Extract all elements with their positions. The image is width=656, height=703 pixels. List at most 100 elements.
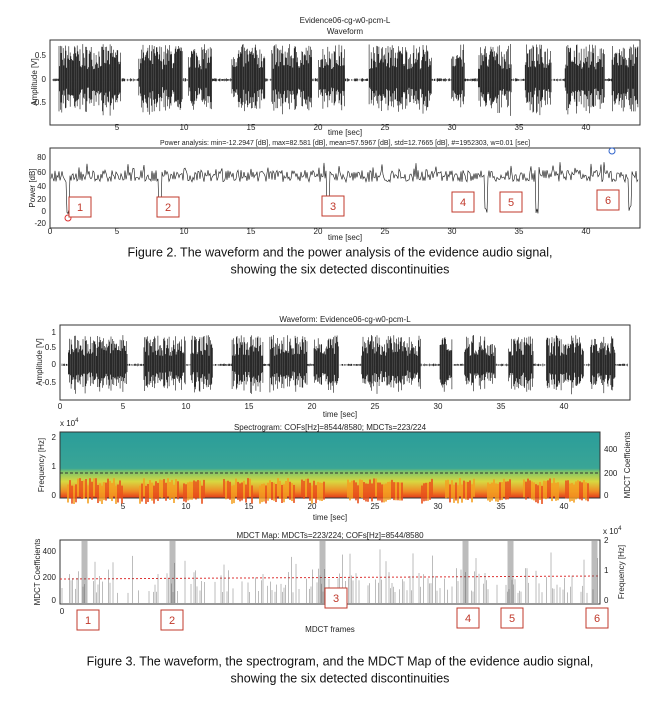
spectral-energy [117, 484, 119, 503]
spectral-energy [461, 484, 463, 503]
axes-frame [59, 324, 631, 401]
spectral-energy [455, 482, 457, 501]
spectral-energy [399, 482, 401, 501]
spectral-energy [567, 480, 569, 499]
spectral-energy [469, 480, 471, 499]
spectral-energy [323, 481, 325, 500]
spectral-energy [471, 484, 473, 503]
marker-label: 3 [330, 201, 336, 213]
spectral-energy [271, 482, 273, 501]
panel-title: Power analysis: min=-12.2947 [dB], max=8… [160, 140, 530, 147]
spectral-energy [101, 485, 103, 504]
spectral-energy [87, 485, 89, 504]
spectral-energy [371, 483, 373, 502]
y-tick-label: 0 [42, 207, 47, 216]
y-tick-label: 0.5 [45, 343, 57, 352]
marker-label: 3 [333, 593, 339, 605]
axis-exponent: x 104 [603, 526, 622, 537]
y-tick-label: 0 [52, 491, 57, 500]
x-axis-label: time [sec] [328, 128, 362, 137]
y-tick-label: 200 [43, 573, 57, 582]
spectral-energy [473, 478, 475, 497]
spectral-energy [545, 481, 547, 500]
spectral-energy [359, 479, 361, 498]
spectral-energy [111, 483, 113, 502]
spectral-energy [69, 480, 71, 499]
spectral-energy [495, 483, 497, 502]
x-tick-label: 20 [314, 227, 323, 236]
spectral-energy [93, 478, 95, 497]
spectral-energy [203, 479, 205, 498]
exponent-base: x 10 [60, 419, 76, 428]
x-tick-label: 30 [448, 123, 457, 132]
spectral-energy [109, 480, 111, 499]
waveform-trace [52, 44, 639, 116]
y-tick-label: 400 [43, 547, 57, 556]
spectral-energy [173, 484, 175, 503]
spectral-energy [397, 482, 399, 501]
y2-tick-label: 400 [604, 445, 618, 454]
marker-box [456, 607, 480, 629]
spectral-energy [309, 482, 311, 501]
marker-box [324, 587, 348, 609]
spectral-energy [143, 478, 145, 497]
spectral-energy [525, 481, 527, 500]
spectral-energy [569, 483, 571, 502]
x-tick-label: 25 [381, 123, 390, 132]
spectral-energy [169, 481, 171, 500]
spectral-energy [393, 482, 395, 501]
spectral-energy [227, 480, 229, 499]
marker-label: 2 [169, 615, 175, 627]
spectral-energy [429, 481, 431, 500]
y-tick-label: 2 [52, 433, 57, 442]
spectral-energy [547, 480, 549, 499]
spectral-energy [175, 479, 177, 498]
waveform-trace [61, 335, 628, 395]
x-tick-label: 10 [182, 502, 191, 511]
spectral-energy [259, 485, 261, 504]
spectral-energy [113, 478, 115, 497]
x-tick-label: 35 [497, 502, 506, 511]
x-tick-label: 5 [121, 402, 126, 411]
spectral-energy [489, 483, 491, 502]
spectral-energy [81, 480, 83, 499]
y-tick-label: -0.5 [42, 378, 56, 387]
marker-label: 6 [594, 613, 600, 625]
y-tick-label: 80 [37, 153, 46, 162]
spectral-energy [285, 481, 287, 500]
y-tick-label: 0 [42, 75, 47, 84]
spectral-energy [493, 479, 495, 498]
spectral-energy [239, 483, 241, 502]
spectral-energy [509, 479, 511, 498]
x-tick-label: 25 [371, 402, 380, 411]
x-tick-label: 30 [434, 502, 443, 511]
marker-box [585, 607, 609, 629]
x-tick-label: 35 [515, 123, 524, 132]
marker-box [160, 609, 184, 631]
y-tick-label: 0 [52, 596, 57, 605]
x-tick-label: 30 [448, 227, 457, 236]
spectral-energy [317, 481, 319, 500]
spectral-energy [79, 478, 81, 497]
spectral-energy [247, 478, 249, 497]
spectral-energy [463, 480, 465, 499]
spectral-energy [447, 479, 449, 498]
panel-title: MDCT Map: MDCTs=223/224; COFs[Hz]=8544/8… [236, 531, 424, 540]
marker-box [68, 196, 92, 218]
spectral-energy [245, 484, 247, 503]
spectral-energy [149, 480, 151, 499]
spectral-energy [487, 482, 489, 501]
spectral-energy [385, 483, 387, 502]
spectral-energy [305, 478, 307, 497]
axis-exponent: x 104 [60, 418, 79, 429]
cutoff-line [59, 575, 601, 580]
spectral-energy [389, 481, 391, 500]
spectral-energy [161, 480, 163, 499]
spectral-energy [361, 479, 363, 498]
marker-box [321, 195, 345, 217]
x-tick-label: 25 [371, 502, 380, 511]
spectral-energy [145, 485, 147, 504]
axes-frame [49, 39, 641, 126]
spectral-energy [121, 485, 123, 504]
